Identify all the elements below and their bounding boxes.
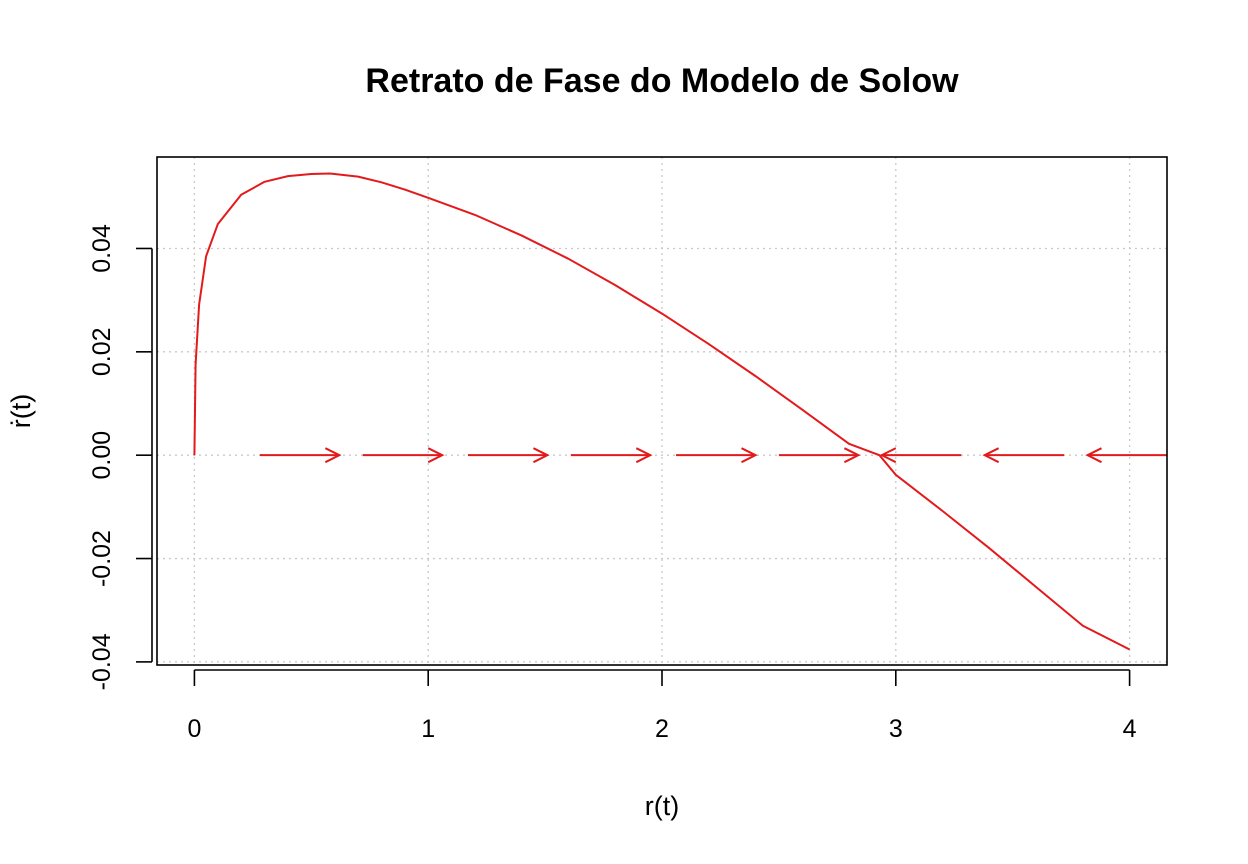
series-line-0 bbox=[193, 172, 1131, 651]
plot-area bbox=[193, 172, 1167, 651]
x-axis: 0 1 2 3 4 bbox=[187, 669, 1137, 743]
y-tick-label-2: 0.00 bbox=[88, 431, 116, 480]
x-tick-label-0: 0 bbox=[187, 715, 201, 743]
phase-arrow-6 bbox=[879, 447, 962, 464]
y-tick-label-3: 0.02 bbox=[88, 327, 116, 376]
x-tick-label-1: 1 bbox=[421, 715, 435, 743]
phase-arrow-7 bbox=[982, 447, 1065, 464]
phase-arrow-3 bbox=[570, 447, 653, 464]
x-tick-label-2: 2 bbox=[655, 715, 669, 743]
y-tick-label-0: -0.04 bbox=[88, 633, 116, 690]
y-tick-label-4: 0.04 bbox=[88, 224, 116, 273]
x-tick-label-3: 3 bbox=[889, 715, 903, 743]
y-axis-label: ṙ(t) bbox=[6, 394, 36, 428]
phase-arrow-5 bbox=[778, 447, 861, 464]
phase-arrow-2 bbox=[467, 447, 550, 464]
grid-lines bbox=[157, 157, 1167, 665]
chart-title: Retrato de Fase do Modelo de Solow bbox=[365, 62, 959, 100]
y-axis: -0.04 -0.02 0.00 0.02 0.04 bbox=[88, 224, 153, 690]
x-axis-label: r(t) bbox=[645, 791, 679, 821]
plot-frame bbox=[156, 156, 1168, 666]
phase-arrow-8 bbox=[1085, 447, 1167, 464]
phase-arrow-4 bbox=[676, 447, 758, 464]
phase-arrow-0 bbox=[259, 447, 342, 464]
x-tick-label-4: 4 bbox=[1123, 715, 1137, 743]
y-tick-label-1: -0.02 bbox=[88, 530, 116, 587]
phase-arrow-1 bbox=[362, 447, 445, 464]
